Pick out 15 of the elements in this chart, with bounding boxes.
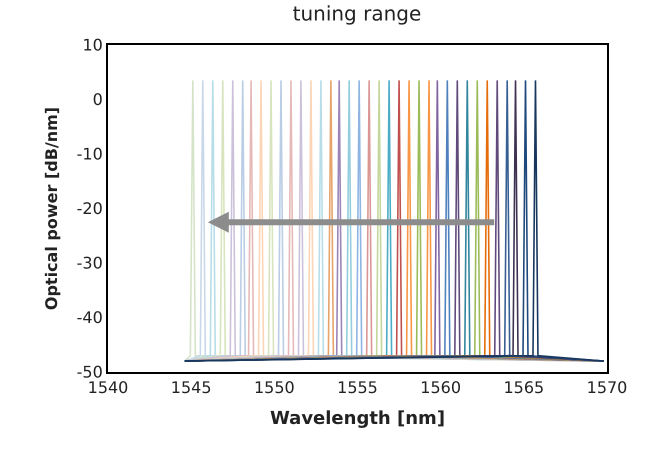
chart-title: tuning range <box>292 2 422 26</box>
y-axis-title: Optical power [dB/nm] <box>42 106 62 310</box>
x-tick-label: 1565 <box>503 378 544 398</box>
x-tick-label: 1570 <box>586 378 628 398</box>
y-tick-label: -40 <box>76 308 103 328</box>
y-tick-label: -30 <box>76 254 103 273</box>
y-tick-label: -10 <box>76 144 103 164</box>
x-tick-label: 1550 <box>254 378 295 398</box>
y-tick-label: -20 <box>76 199 103 218</box>
x-tick-label: 1560 <box>420 378 462 398</box>
x-tick-label: 1545 <box>170 378 212 398</box>
y-tick-label: 0 <box>92 90 103 110</box>
x-tick-label: 1555 <box>337 378 378 398</box>
x-axis-title: Wavelength [nm] <box>270 408 446 429</box>
y-tick-label: 10 <box>82 36 103 55</box>
